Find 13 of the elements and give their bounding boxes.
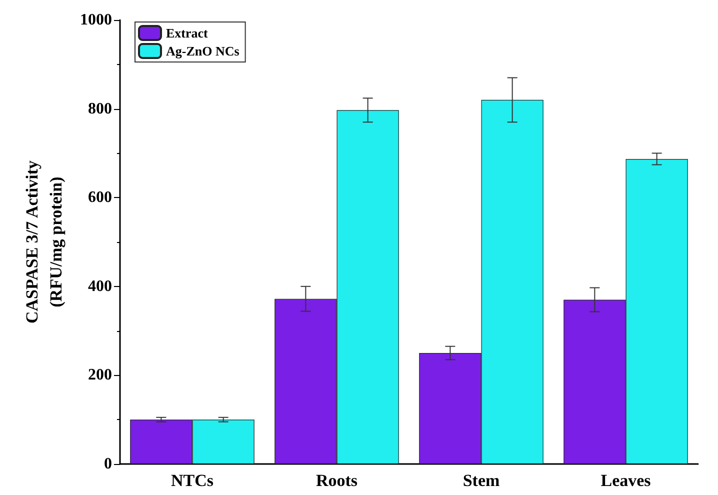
y-axis-title: CASPASE 3/7 Activity (RFU/mg protein) xyxy=(22,160,66,324)
x-tick-label: Roots xyxy=(316,471,358,490)
y-tick-label: 600 xyxy=(88,189,112,206)
y-tick-label: 800 xyxy=(88,100,112,118)
legend-label: Extract xyxy=(166,26,209,40)
y-tick-label: 1000 xyxy=(80,12,112,28)
x-tick-label: NTCs xyxy=(170,471,214,490)
y-tick-label: 400 xyxy=(88,278,112,295)
x-tick-label: Stem xyxy=(462,471,500,490)
legend-label: Ag-ZnO NCs xyxy=(166,44,240,58)
y-tick-label: 200 xyxy=(88,366,112,384)
x-tick-label: Leaves xyxy=(600,471,652,490)
y-tick-label: 0 xyxy=(104,456,112,472)
